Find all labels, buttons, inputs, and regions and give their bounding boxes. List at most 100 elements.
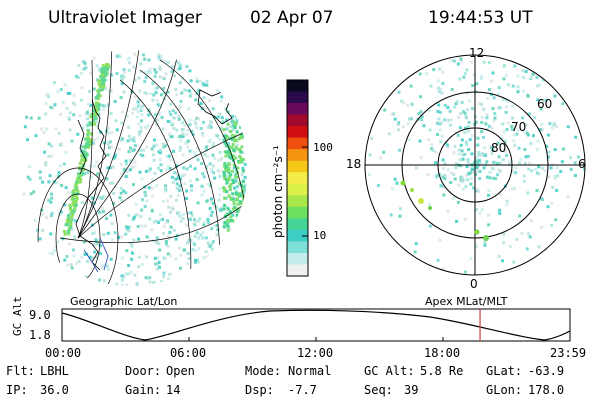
arc-speckle — [78, 174, 82, 178]
speckle — [155, 267, 159, 271]
speckle — [135, 213, 139, 217]
band-speckle — [226, 228, 230, 232]
polar-speckle-dot — [491, 71, 495, 75]
glat-label: GLat: — [486, 364, 523, 378]
speckle — [155, 86, 159, 90]
polar-speckle-dot — [511, 187, 515, 191]
polar-speckle-dot — [445, 143, 449, 147]
speckle — [68, 212, 72, 216]
polar-speckle-dot — [535, 76, 539, 80]
band-speckle — [231, 142, 235, 146]
polar-speckle-dot — [521, 69, 525, 73]
band-speckle — [222, 225, 226, 229]
band-speckle — [231, 159, 235, 163]
polar-speckle-dot — [434, 150, 438, 154]
arc-speckle — [68, 204, 72, 208]
speckle — [130, 244, 134, 248]
speckle — [137, 132, 141, 136]
speckle — [113, 154, 117, 158]
polar-speckle-dot — [553, 176, 557, 180]
speckle — [93, 164, 97, 168]
polar-speckle-dot — [554, 218, 558, 222]
polar-speckle-dot — [483, 240, 487, 244]
band-speckle — [231, 178, 235, 182]
speckle — [204, 250, 208, 254]
speckle — [148, 71, 152, 75]
speckle — [185, 167, 189, 171]
arc-speckle — [97, 79, 101, 83]
band-speckle — [234, 192, 238, 196]
speckle — [235, 119, 239, 123]
speckle — [42, 131, 46, 135]
polar-speckle-dot — [484, 122, 488, 126]
polar-speckle-dot — [504, 99, 508, 103]
arc-speckle — [101, 64, 105, 68]
speckle — [148, 276, 152, 280]
speckle — [157, 260, 161, 264]
speckle — [241, 151, 245, 155]
polar-speckle-dot — [456, 200, 460, 204]
speckle — [203, 220, 207, 224]
speckle — [117, 54, 121, 58]
polar-speckle-dot — [486, 96, 490, 100]
speckle — [148, 167, 152, 171]
polar-speckle-dot — [497, 254, 501, 258]
speckle — [83, 61, 87, 65]
speckle — [98, 252, 102, 256]
polar-speckle-dot — [452, 172, 456, 176]
speckle — [137, 237, 141, 241]
speckle — [169, 210, 173, 214]
speckle — [108, 140, 112, 144]
speckle — [172, 149, 176, 153]
polar-speckle-dot — [452, 151, 456, 155]
speckle — [110, 222, 114, 226]
polar-speckle-dot — [498, 208, 502, 212]
speckle — [139, 70, 143, 74]
gc-alt-label: GC Alt: — [364, 364, 415, 378]
arc-speckle — [101, 84, 105, 88]
speckle — [204, 236, 208, 240]
arc-speckle — [87, 145, 91, 149]
arc-speckle — [88, 142, 92, 146]
speckle — [143, 79, 147, 83]
speckle — [181, 135, 185, 139]
band-speckle — [228, 188, 232, 192]
speckle — [153, 256, 157, 260]
polar-speckle-dot — [438, 238, 442, 242]
speckle — [181, 217, 185, 221]
speckle — [205, 79, 209, 83]
band-speckle — [231, 207, 235, 211]
speckle — [177, 62, 181, 66]
polar-speckle-dot — [510, 127, 514, 131]
polar-speckle-dot — [476, 164, 480, 168]
x-tick-0000: 00:00 — [45, 346, 82, 360]
band-speckle — [233, 134, 237, 138]
speckle — [160, 115, 164, 119]
band-speckle — [225, 181, 229, 185]
speckle — [231, 128, 235, 132]
speckle — [187, 89, 191, 93]
speckle — [127, 61, 131, 65]
speckle — [231, 123, 235, 127]
speckle — [96, 136, 100, 140]
band-speckle — [239, 212, 243, 216]
gc-alt-value: 5.8 Re — [420, 364, 464, 378]
speckle — [140, 119, 144, 123]
speckle — [194, 98, 198, 102]
speckle — [211, 240, 215, 244]
speckle — [101, 263, 105, 267]
arc-speckle — [96, 105, 100, 109]
polar-speckle-dot — [529, 141, 533, 145]
speckle — [210, 169, 214, 173]
polar-speckle-dot — [460, 101, 464, 105]
polar-speckle-dot — [480, 120, 484, 124]
polar-speckle-dot — [477, 102, 481, 106]
polar-speckle-dot — [478, 169, 482, 173]
speckle — [156, 166, 160, 170]
speckle — [169, 225, 173, 229]
speckle — [168, 167, 172, 171]
speckle — [130, 257, 134, 261]
speckle — [178, 184, 182, 188]
polar-speckle-dot — [441, 267, 445, 271]
arc-speckle — [82, 168, 86, 172]
